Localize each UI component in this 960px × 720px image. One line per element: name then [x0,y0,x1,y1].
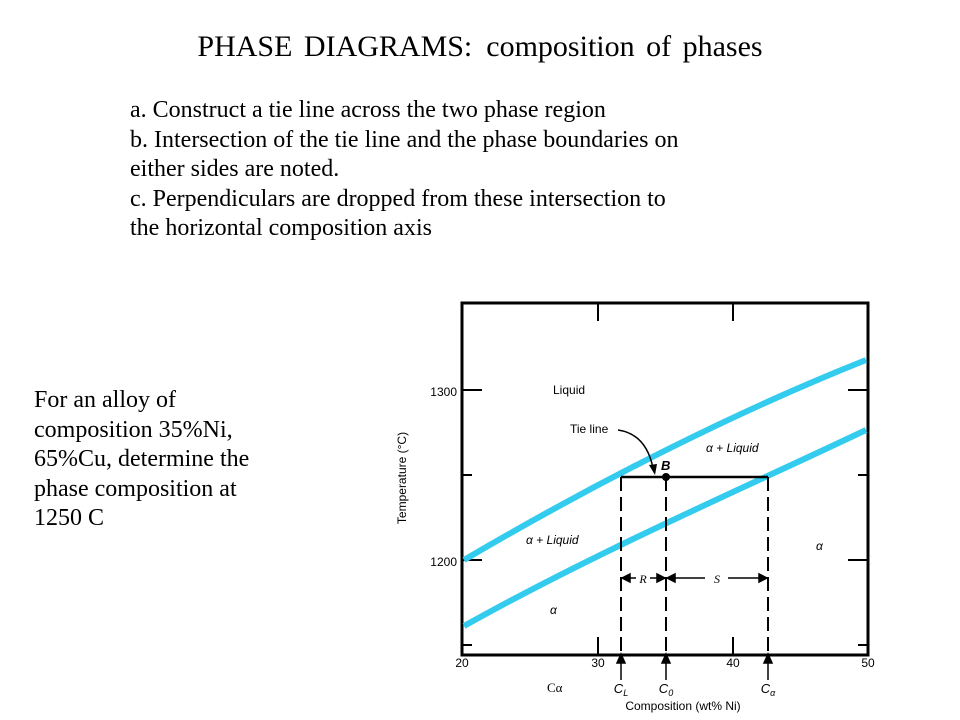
question-line: For an alloy of [34,387,176,413]
region-label-alpha-liquid: α + Liquid [706,441,759,455]
instruction-steps: a. Construct a tie line across the two p… [130,96,890,244]
segment-label-s: S [714,572,720,586]
step-line: the horizontal composition axis [130,215,432,241]
step-line: b. Intersection of the tie line and the … [130,126,679,153]
tie-line-label: Tie line [570,422,609,436]
composition-label-c0: C0 [659,681,673,698]
question-line: 65%Cu, determine the [34,446,250,472]
x-axis-label: Composition (wt% Ni) [625,699,740,713]
y-axis-label: Temperature (°C) [395,432,409,524]
tie-line-callout-arrowhead [649,464,657,475]
question-line: phase composition at [34,475,237,502]
x-tick-label: 30 [591,656,605,670]
step-line: a. Construct a tie line across the two p… [130,97,606,123]
slide-title-part2: composition of phases [486,30,763,63]
solidus-curve [462,427,868,629]
step-line: c. Perpendiculars are dropped from these… [130,185,666,212]
region-label-alpha: α [816,539,824,553]
region-label-alpha-liquid: α + Liquid [526,533,579,547]
phase-diagram: 1300 1200 20 30 40 50 Temperature (°C) C… [395,301,875,713]
region-label-liquid: Liquid [553,383,585,397]
slide-title: PHASE DIAGRAMS: composition of phases [0,30,960,64]
question-line: composition 35%Ni, [34,416,233,443]
composition-label-calpha: Cα [761,681,776,698]
point-b-label: B [661,458,670,473]
segment-arrows [620,572,769,584]
step-line: either sides are noted. [130,156,340,182]
y-tick-label: 1300 [430,385,457,399]
question-line: 1250 C [34,505,105,531]
x-ticks [597,303,734,655]
region-label-alpha: α [550,603,558,617]
c-alpha-label: Cα [547,680,563,695]
perpendicular-lines [620,477,769,655]
composition-arrows [615,652,774,680]
question-text: For an alloy of composition 35%Ni, 65%Cu… [34,386,334,534]
segment-label-r: R [638,572,647,586]
x-tick-label: 20 [455,656,469,670]
y-ticks [462,389,868,646]
slide-title-part1: PHASE DIAGRAMS: [197,30,473,63]
y-tick-label: 1200 [430,555,457,569]
tie-line-callout-arrow [617,429,654,469]
composition-label-cl: CL [614,681,628,698]
x-tick-label: 50 [861,656,875,670]
x-tick-label: 40 [726,656,740,670]
liquidus-curve [462,357,868,563]
